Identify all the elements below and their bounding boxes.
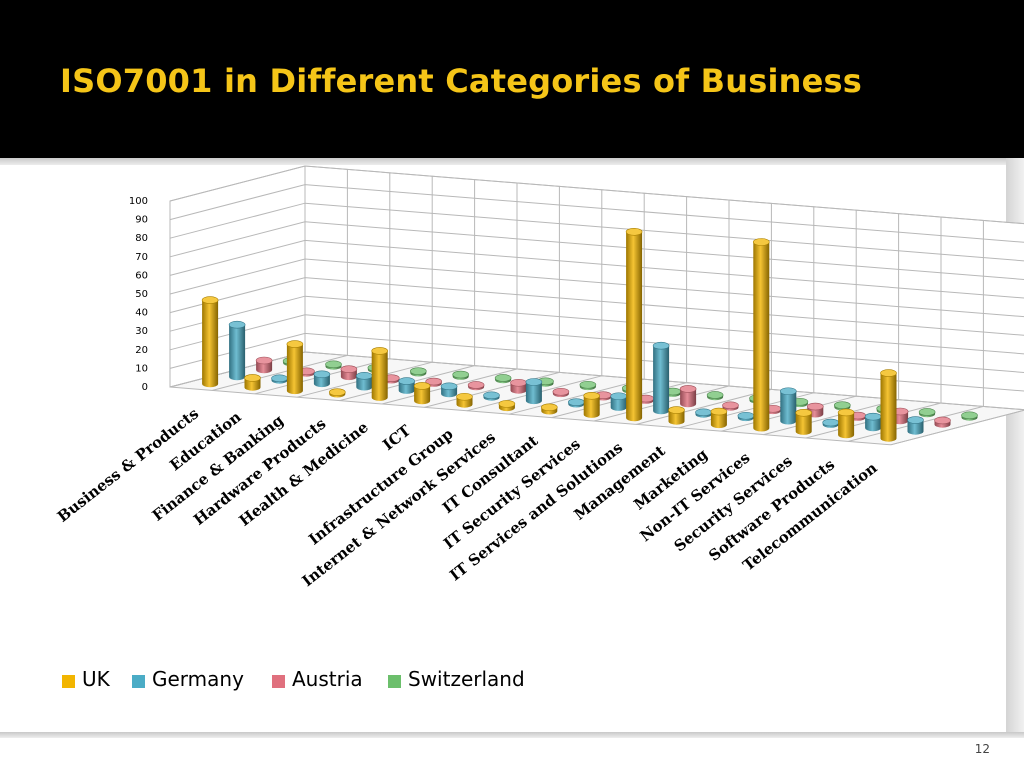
bar [540,403,558,415]
legend-label: Austria [292,667,363,691]
bar [625,228,643,422]
bar [498,400,516,412]
y-tick-label: 50 [135,289,148,300]
bar [552,387,570,398]
bar [340,365,358,381]
bar [244,374,261,391]
bar [228,320,246,381]
y-tick-label: 40 [135,308,148,319]
bar [864,412,882,432]
bar [510,378,527,394]
bar [328,388,346,398]
bar [271,374,288,384]
bar [583,391,601,418]
bar [313,370,331,388]
bar [286,340,304,395]
bar [325,360,342,370]
legend-swatch [132,675,145,688]
bar [710,407,728,429]
legend-label: UK [82,667,110,691]
bar [934,416,951,428]
y-tick-label: 80 [135,233,148,244]
bar [452,370,470,380]
bar [668,406,685,425]
title-bar [0,0,1024,158]
bar [822,418,840,428]
bar [752,238,770,432]
bar [610,392,628,411]
y-tick-label: 60 [135,270,148,281]
bar [695,408,712,418]
bar [837,408,855,439]
bar [722,401,739,411]
bar [355,372,373,391]
slide-title: ISO7001 in Different Categories of Busin… [60,62,863,100]
bar [413,382,431,405]
bar [961,411,978,421]
y-tick-label: 100 [129,196,148,207]
y-tick-label: 90 [135,215,148,226]
bar [371,347,389,401]
bar [907,416,924,435]
y-tick-label: 10 [135,363,148,374]
bar [918,408,936,418]
bar [679,385,697,408]
bar [779,387,797,425]
legend: UK Germany Austria Switzerland [0,666,1024,696]
bar [398,377,416,394]
y-axis-ticks: 0 10 20 30 40 50 60 70 80 90 100 [129,196,148,393]
frame-bottom-border [0,732,1024,738]
legend-label: Switzerland [408,667,525,691]
bar [706,391,724,401]
bar [652,341,670,415]
bar [579,380,597,391]
bar [880,369,897,442]
bar [567,398,585,408]
legend-swatch [388,675,401,688]
slide-number: 12 [974,742,990,756]
bar [494,374,512,384]
y-tick-label: 0 [142,382,148,393]
bar [440,382,458,398]
legend-swatch [62,675,75,688]
y-tick-label: 70 [135,252,148,263]
bar [467,381,485,391]
y-tick-label: 30 [135,326,148,337]
legend-label: Germany [152,667,244,691]
bar [409,367,427,377]
bar [483,391,500,401]
bar [201,296,219,388]
bar [255,356,273,374]
bar [795,408,813,435]
bar [525,378,543,405]
legend-swatch [272,675,285,688]
y-tick-label: 20 [135,345,148,356]
bar [737,411,755,422]
x-tick-label: ICT [379,421,414,454]
bar [456,392,473,408]
frame-top-border [0,158,1006,165]
chart-bars [201,228,978,442]
